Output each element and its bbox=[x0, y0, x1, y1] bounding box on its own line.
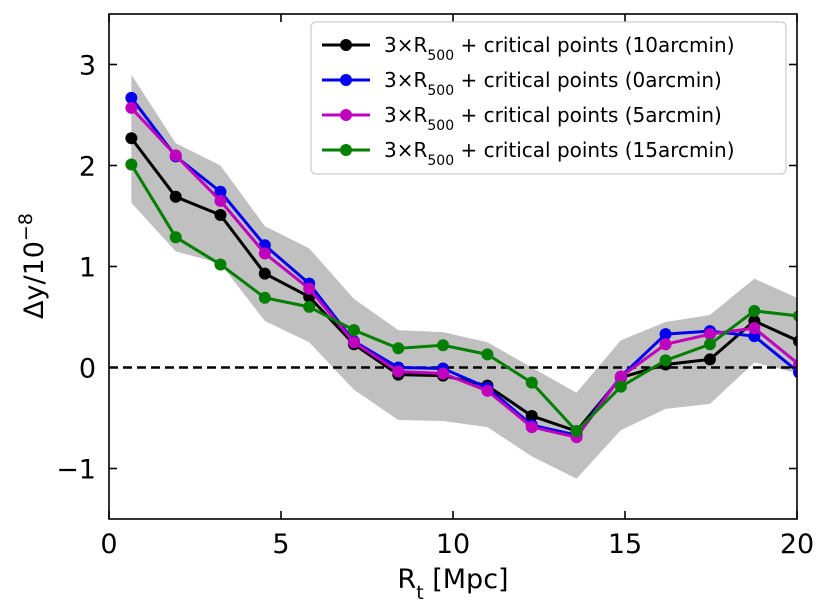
legend-swatch-marker bbox=[340, 144, 352, 156]
legend-label: 3×R500 + critical points (5arcmin) bbox=[384, 103, 722, 134]
data-point bbox=[570, 425, 583, 438]
legend-label: 3×R500 + critical points (10arcmin) bbox=[384, 33, 735, 64]
data-point bbox=[437, 339, 450, 352]
data-point bbox=[214, 194, 227, 207]
data-point bbox=[169, 231, 182, 244]
series-line bbox=[130, 163, 797, 433]
data-point bbox=[793, 366, 797, 379]
data-point bbox=[214, 185, 227, 198]
x-tick-label: 0 bbox=[100, 529, 117, 560]
legend-item: 3×R500 + critical points (0arcmin) bbox=[322, 68, 722, 99]
data-point bbox=[214, 208, 227, 221]
data-point bbox=[303, 300, 316, 313]
data-point bbox=[703, 328, 716, 341]
data-point bbox=[659, 328, 672, 341]
data-point bbox=[347, 336, 360, 349]
y-axis-label: Δy/10−8 bbox=[15, 213, 50, 319]
data-point bbox=[125, 132, 138, 145]
data-point bbox=[793, 358, 797, 371]
data-point bbox=[525, 421, 538, 434]
data-point bbox=[703, 338, 716, 351]
legend-label: 3×R500 + critical points (0arcmin) bbox=[384, 68, 722, 99]
x-tick-label: 15 bbox=[608, 529, 642, 560]
legend-swatch-marker bbox=[340, 109, 352, 121]
data-point bbox=[392, 365, 405, 378]
data-point bbox=[169, 190, 182, 203]
legend: 3×R500 + critical points (10arcmin) 3×R50… bbox=[310, 21, 787, 175]
data-point bbox=[125, 101, 138, 114]
x-tick-label: 5 bbox=[272, 529, 289, 560]
data-point bbox=[169, 149, 182, 162]
axis-ticks: 0 5 10 15 20 −1 0 1 2 3 bbox=[56, 14, 814, 560]
x-tick-label: 20 bbox=[780, 529, 814, 560]
data-point bbox=[659, 354, 672, 367]
data-point bbox=[258, 247, 271, 260]
data-point bbox=[214, 258, 227, 271]
series-line bbox=[130, 96, 797, 437]
legend-swatch-marker bbox=[340, 74, 352, 86]
y-tick-label: 2 bbox=[79, 152, 96, 183]
data-point bbox=[748, 304, 761, 317]
legend-box bbox=[310, 21, 787, 175]
data-point bbox=[125, 158, 138, 171]
y-tick-label: 1 bbox=[79, 253, 96, 284]
data-point bbox=[258, 291, 271, 304]
data-point bbox=[659, 338, 672, 351]
legend-item: 3×R500 + critical points (10arcmin) bbox=[322, 33, 735, 64]
series-line bbox=[130, 106, 797, 439]
data-point bbox=[258, 267, 271, 280]
data-point bbox=[437, 367, 450, 380]
data-point bbox=[125, 91, 138, 104]
y-tick-label: −1 bbox=[56, 455, 96, 486]
x-tick-label: 10 bbox=[436, 529, 470, 560]
plot-area bbox=[109, 74, 797, 479]
y-tick-label: 0 bbox=[79, 354, 96, 385]
data-point bbox=[793, 335, 797, 347]
legend-item: 3×R500 + critical points (5arcmin) bbox=[322, 103, 722, 134]
data-point bbox=[525, 376, 538, 389]
data-point bbox=[347, 324, 360, 337]
legend-item: 3×R500 + critical points (15arcmin) bbox=[322, 138, 735, 169]
data-point bbox=[303, 282, 316, 295]
data-point bbox=[481, 348, 494, 361]
legend-swatch-marker bbox=[340, 39, 352, 51]
data-point bbox=[525, 409, 538, 422]
series-4 bbox=[125, 158, 797, 438]
data-point bbox=[481, 384, 494, 397]
data-point bbox=[703, 353, 716, 366]
data-point bbox=[748, 322, 761, 335]
data-point bbox=[392, 342, 405, 355]
legend-label: 3×R500 + critical points (15arcmin) bbox=[384, 138, 735, 169]
x-axis-label: Rt [Mpc] bbox=[397, 564, 508, 604]
data-point bbox=[614, 370, 627, 383]
data-point bbox=[793, 310, 797, 322]
uncertainty-band bbox=[131, 74, 797, 479]
data-point bbox=[614, 380, 627, 393]
y-tick-label: 3 bbox=[79, 51, 96, 82]
